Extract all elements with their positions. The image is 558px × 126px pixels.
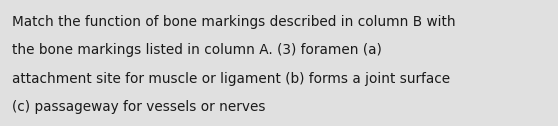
Text: attachment site for muscle or ligament (b) forms a joint surface: attachment site for muscle or ligament (… <box>12 72 450 86</box>
Text: Match the function of bone markings described in column B with: Match the function of bone markings desc… <box>12 15 456 29</box>
Text: the bone markings listed in column A. (3) foramen (a): the bone markings listed in column A. (3… <box>12 43 382 57</box>
Text: (c) passageway for vessels or nerves: (c) passageway for vessels or nerves <box>12 100 266 114</box>
